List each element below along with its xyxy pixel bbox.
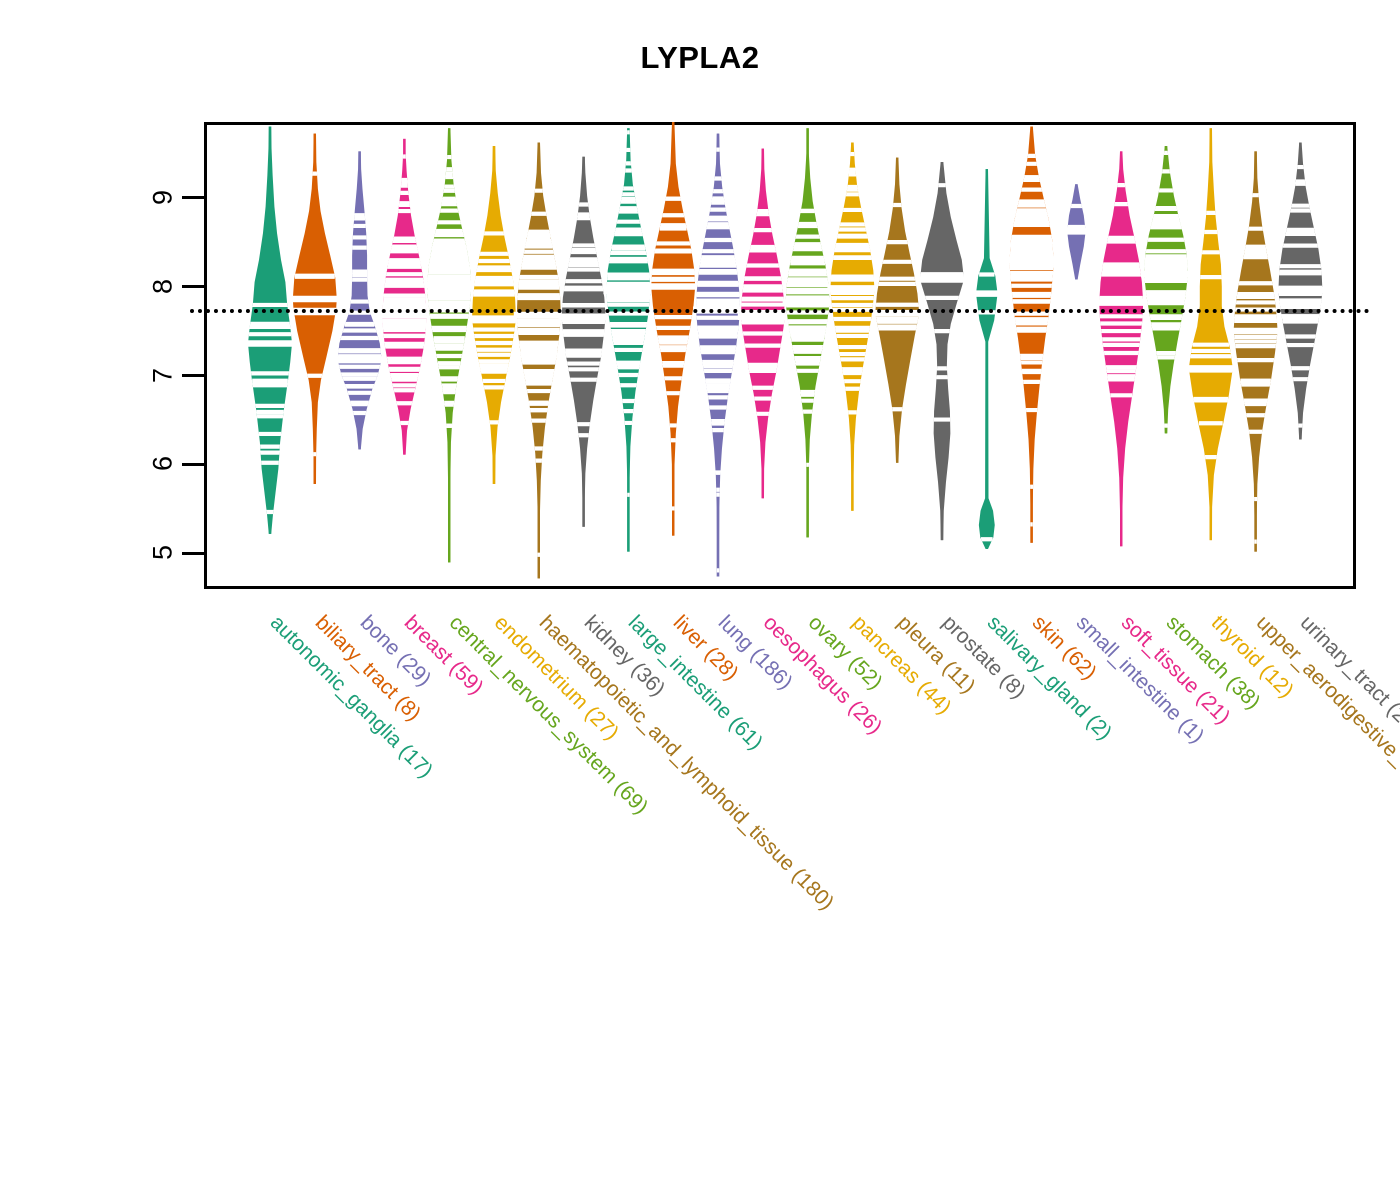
violin-liver — [648, 122, 699, 536]
violin-autonomic_ganglia — [245, 126, 295, 534]
y-axis-tick — [182, 551, 204, 555]
violin-oesophagus — [737, 148, 788, 499]
violin-salivary_gland — [969, 169, 1004, 549]
violin-prostate — [917, 162, 967, 541]
violin-lung — [693, 133, 743, 577]
violin-breast — [379, 138, 430, 455]
observation-strips — [651, 196, 696, 511]
observation-strips — [1144, 150, 1188, 428]
violin-urinary_tract — [1275, 142, 1326, 440]
violin-endometrium — [469, 146, 519, 485]
violin-pancreas — [827, 142, 878, 511]
violin-kidney — [558, 156, 609, 527]
y-axis-tick — [182, 285, 204, 289]
observation-strips — [875, 202, 920, 412]
observation-strips — [1099, 182, 1144, 398]
violin-haematopoietic_and_lymphoid_tissue — [513, 142, 564, 579]
violin-soft_tissue — [1096, 151, 1147, 547]
violin-central_nervous_system — [424, 128, 475, 563]
violin-body — [248, 126, 292, 534]
violin-body — [561, 156, 606, 527]
violin-body — [1188, 128, 1233, 541]
y-axis-tick — [182, 374, 204, 377]
violin-body — [920, 162, 964, 541]
violin-upper_aerodigestive_tract — [1230, 151, 1281, 552]
page-title: LYPLA2 — [640, 40, 760, 75]
y-axis-tick — [182, 462, 204, 466]
observation-strips — [1278, 164, 1323, 428]
violin-ovary — [782, 128, 833, 538]
violin-body — [1099, 151, 1144, 547]
observation-strips — [1067, 203, 1086, 231]
violin-body — [976, 169, 998, 549]
violin-small_intestine — [1064, 184, 1089, 280]
observation-strips — [427, 154, 472, 428]
violin-skin — [1006, 126, 1057, 543]
violin-large_intestine — [603, 128, 654, 552]
y-axis-tick — [182, 196, 204, 200]
violin-stomach — [1141, 146, 1191, 434]
violin-body — [472, 146, 516, 485]
plot-frame — [204, 122, 1356, 589]
violin-bone — [334, 151, 385, 450]
overall-median-line — [190, 308, 1370, 313]
violin-thyroid — [1185, 128, 1236, 541]
violin-body — [696, 133, 740, 577]
observation-strips — [740, 209, 785, 416]
observation-strips — [1188, 210, 1233, 460]
violin-body — [1009, 126, 1054, 543]
violin-body — [1233, 151, 1278, 552]
observation-strips — [248, 302, 292, 515]
